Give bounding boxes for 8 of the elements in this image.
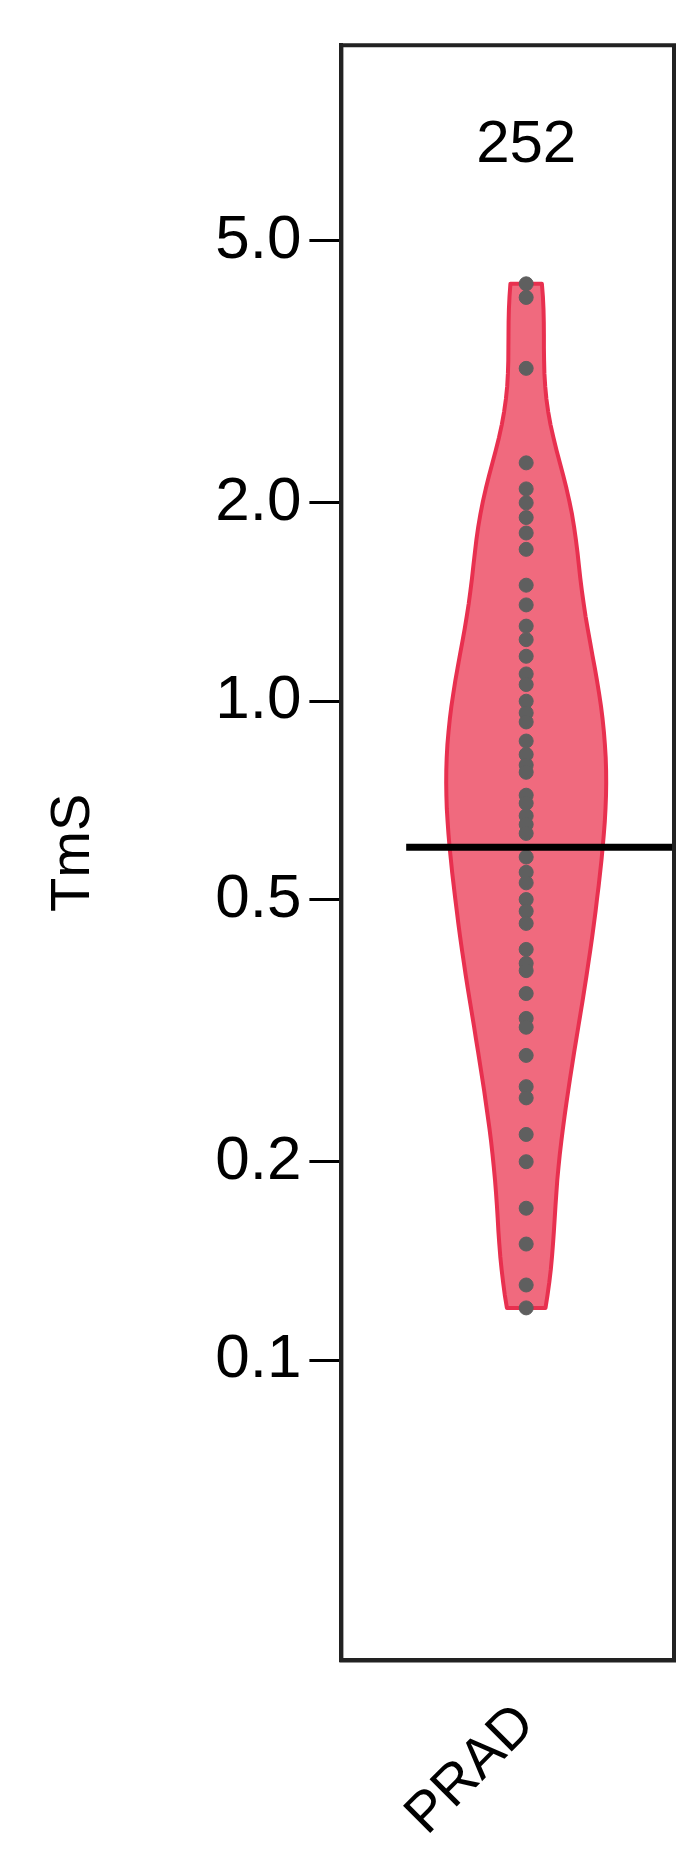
y-tick-label: 1.0	[215, 662, 302, 732]
y-tick-label: 0.5	[215, 860, 302, 930]
y-tick-label: 2.0	[215, 463, 302, 533]
y-axis-title: TmS	[38, 793, 102, 912]
y-tick-label: 0.2	[215, 1122, 302, 1192]
annotation: 252	[476, 107, 577, 175]
y-tick-label: 0.1	[215, 1321, 302, 1391]
y-tick-label: 5.0	[215, 201, 302, 271]
